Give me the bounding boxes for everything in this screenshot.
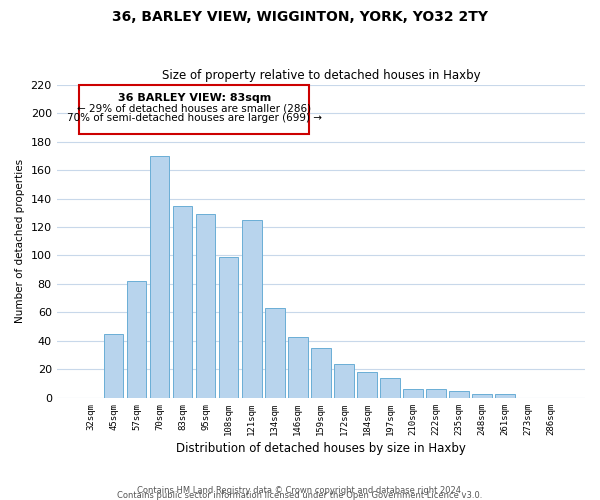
Bar (104, 334, 123, 398)
Bar (449, 391, 469, 398)
Bar (496, 394, 515, 398)
Bar (403, 390, 423, 398)
Text: ← 29% of detached houses are smaller (286): ← 29% of detached houses are smaller (28… (77, 103, 311, 113)
Bar (311, 348, 331, 398)
Bar (150, 156, 169, 398)
Text: 36, BARLEY VIEW, WIGGINTON, YORK, YO32 2TY: 36, BARLEY VIEW, WIGGINTON, YORK, YO32 2… (112, 10, 488, 24)
Bar (127, 281, 146, 398)
X-axis label: Distribution of detached houses by size in Haxby: Distribution of detached houses by size … (176, 442, 466, 455)
Bar (173, 206, 193, 398)
Bar (219, 257, 238, 398)
Bar (426, 390, 446, 398)
Title: Size of property relative to detached houses in Haxby: Size of property relative to detached ho… (161, 69, 480, 82)
Bar (242, 220, 262, 398)
Bar (472, 394, 492, 398)
Bar (357, 372, 377, 398)
Bar (265, 308, 284, 398)
FancyBboxPatch shape (79, 84, 310, 134)
Bar (196, 214, 215, 398)
Bar (380, 378, 400, 398)
Bar (334, 364, 353, 398)
Y-axis label: Number of detached properties: Number of detached properties (15, 159, 25, 324)
Text: 36 BARLEY VIEW: 83sqm: 36 BARLEY VIEW: 83sqm (118, 93, 271, 103)
Text: Contains HM Land Registry data © Crown copyright and database right 2024.: Contains HM Land Registry data © Crown c… (137, 486, 463, 495)
Text: Contains public sector information licensed under the Open Government Licence v3: Contains public sector information licen… (118, 491, 482, 500)
Text: 70% of semi-detached houses are larger (699) →: 70% of semi-detached houses are larger (… (67, 113, 322, 123)
Bar (288, 336, 308, 398)
